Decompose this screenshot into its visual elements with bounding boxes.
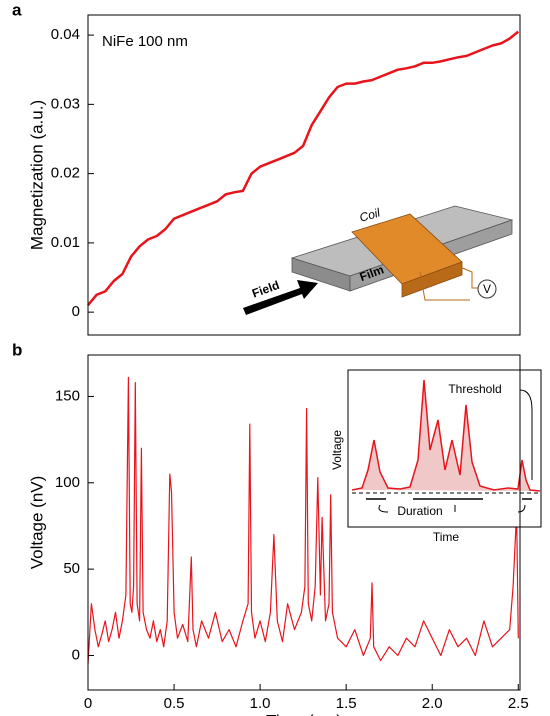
plot-frame (87, 354, 521, 691)
wire (454, 264, 478, 289)
voltmeter (477, 279, 497, 299)
y-tick-label: 0.02 (51, 165, 80, 182)
inset-threshold-label: Threshold (448, 382, 501, 396)
x-tick-label: 0 (84, 695, 92, 712)
y-axis-title: Voltage (nV) (27, 476, 46, 570)
inset-arrows (378, 504, 526, 513)
x-tick-label: 0.5 (164, 695, 185, 712)
plot-frame (87, 14, 521, 336)
x-tick-label: 1.5 (336, 695, 357, 712)
panel-label: b (12, 340, 22, 359)
y-tick-label: 0 (72, 303, 80, 320)
y-tick-label: 0.03 (51, 95, 80, 112)
inset-line (351, 379, 541, 492)
y-tick-label: 0.04 (51, 26, 80, 43)
inset: Threshold Duration Time Voltage (330, 369, 542, 544)
meter-label: V (483, 282, 491, 296)
schematic: V Coil Film Field (243, 205, 514, 315)
y-tick-label: 100 (55, 474, 80, 491)
coil-label: Coil (358, 205, 382, 225)
y-tick-label: 50 (63, 560, 80, 577)
field-arrow (243, 280, 318, 315)
x-tick-label: 2.0 (422, 695, 443, 712)
y-tick-label: 0.01 (51, 234, 80, 251)
inset-duration-label: Duration (397, 504, 442, 518)
x-axis-title: Time (ms) (266, 711, 342, 716)
wire (419, 271, 470, 301)
y-axis-title: Magnetization (a.u.) (27, 100, 46, 250)
coil-side (401, 261, 463, 298)
inset-threshold-arrow (519, 389, 533, 480)
panel-label: a (12, 0, 22, 19)
x-tick-label: 2.5 (508, 695, 529, 712)
annotation: NiFe 100 nm (102, 33, 188, 50)
data-line (87, 376, 519, 665)
y-tick-label: 150 (55, 387, 80, 404)
inset-x-label: Time (433, 530, 460, 544)
inset-frame (347, 369, 542, 528)
y-tick-label: 0 (72, 646, 80, 663)
inset-y-label: Voltage (330, 430, 344, 470)
data-line (87, 30, 520, 306)
x-tick-label: 1.0 (250, 695, 271, 712)
